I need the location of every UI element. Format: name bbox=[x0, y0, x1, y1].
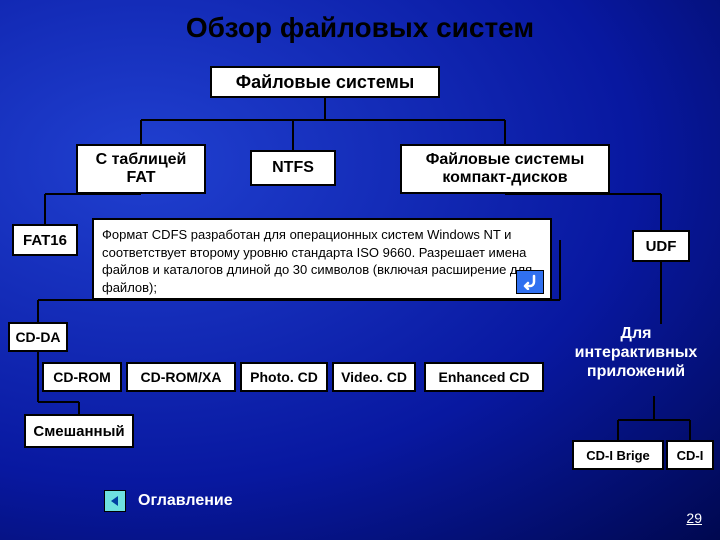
return-icon bbox=[520, 274, 540, 290]
toc-button[interactable] bbox=[104, 490, 126, 512]
node-video-cd: Video. CD bbox=[332, 362, 416, 392]
toc-label[interactable]: Оглавление bbox=[138, 492, 233, 510]
node-ntfs: NTFS bbox=[250, 150, 336, 186]
description-callout: Формат CDFS разработан для операционных … bbox=[92, 218, 552, 300]
node-enhanced-cd: Enhanced CD bbox=[424, 362, 544, 392]
back-arrow-icon bbox=[108, 494, 122, 508]
node-root: Файловые системы bbox=[210, 66, 440, 98]
node-cd-systems: Файловые системы компакт-дисков bbox=[400, 144, 610, 194]
node-udf: UDF bbox=[632, 230, 690, 262]
node-fat16: FAT16 bbox=[12, 224, 78, 256]
node-cd-da: CD-DA bbox=[8, 322, 68, 352]
node-cd-i-bridge: CD-I Brige bbox=[572, 440, 664, 470]
return-button[interactable] bbox=[516, 270, 544, 294]
node-photo-cd: Photo. CD bbox=[240, 362, 328, 392]
node-cd-i: CD-I bbox=[666, 440, 714, 470]
description-text: Формат CDFS разработан для операционных … bbox=[102, 227, 532, 295]
node-mixed: Смешанный bbox=[24, 414, 134, 448]
page-number: 29 bbox=[686, 510, 702, 526]
interactive-apps-label: Для интерактивных приложений bbox=[566, 324, 706, 382]
node-fat: С таблицей FAT bbox=[76, 144, 206, 194]
node-cd-rom: CD-ROM bbox=[42, 362, 122, 392]
node-cd-rom-xa: CD-ROM/XA bbox=[126, 362, 236, 392]
slide-title: Обзор файловых систем bbox=[0, 0, 720, 44]
